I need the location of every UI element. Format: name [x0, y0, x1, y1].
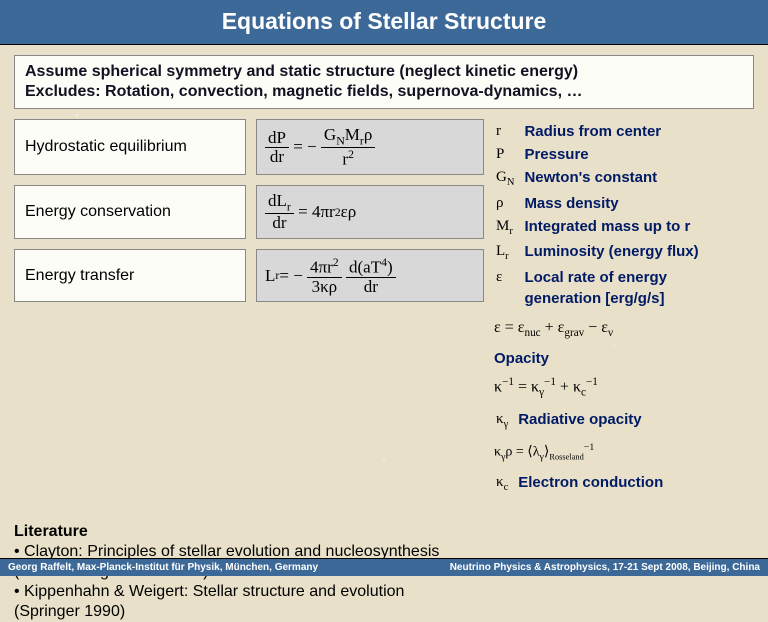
literature-item-2: • Kippenhahn & Weigert: Stellar structur… [14, 582, 474, 622]
opacity-table: κγRadiative opacity [494, 407, 652, 435]
footer-right: Neutrino Physics & Astrophysics, 17-21 S… [450, 562, 760, 573]
assumption-line2: Excludes: Rotation, convection, magnetic… [25, 82, 743, 102]
label-energy-conservation: Energy conservation [14, 185, 246, 239]
assumption-box: Assume spherical symmetry and static str… [14, 55, 754, 109]
definitions-column: rRadius from center PPressure GNNewton's… [494, 119, 754, 498]
literature-heading: Literature [14, 522, 474, 542]
eq-row-hydrostatic: Hydrostatic equilibrium dPdr = − GNMrρr2 [14, 119, 484, 175]
symbol-table: rRadius from center PPressure GNNewton's… [494, 119, 754, 311]
equation-hydrostatic: dPdr = − GNMrρr2 [256, 119, 484, 175]
label-hydrostatic: Hydrostatic equilibrium [14, 119, 246, 175]
label-energy-transfer: Energy transfer [14, 249, 246, 302]
equations-column: Hydrostatic equilibrium dPdr = − GNMrρr2… [14, 119, 484, 498]
assumption-line1: Assume spherical symmetry and static str… [25, 62, 743, 82]
eq-row-energy-conservation: Energy conservation dLrdr = 4πr2ερ [14, 185, 484, 239]
epsilon-equation: ε = εnuc + εgrav − εν [494, 317, 754, 342]
footer-bar: Georg Raffelt, Max-Planck-Institut für P… [0, 558, 768, 576]
equation-energy-conservation: dLrdr = 4πr2ερ [256, 185, 484, 239]
slide-title: Equations of Stellar Structure [0, 0, 768, 45]
opacity-label: Opacity [494, 348, 754, 369]
footer-left: Georg Raffelt, Max-Planck-Institut für P… [8, 562, 318, 573]
rosseland-equation: κγρ = ⟨λγ⟩Rosseland−1 [494, 441, 754, 464]
kappa-inverse-equation: κ−1 = κγ−1 + κc−1 [494, 375, 754, 401]
equation-energy-transfer: Lr = − 4πr23κρ d(aT4)dr [256, 249, 484, 302]
eq-row-energy-transfer: Energy transfer Lr = − 4πr23κρ d(aT4)dr [14, 249, 484, 302]
main-content: Hydrostatic equilibrium dPdr = − GNMrρr2… [0, 109, 768, 498]
opacity-table-2: κcElectron conduction [494, 470, 673, 498]
